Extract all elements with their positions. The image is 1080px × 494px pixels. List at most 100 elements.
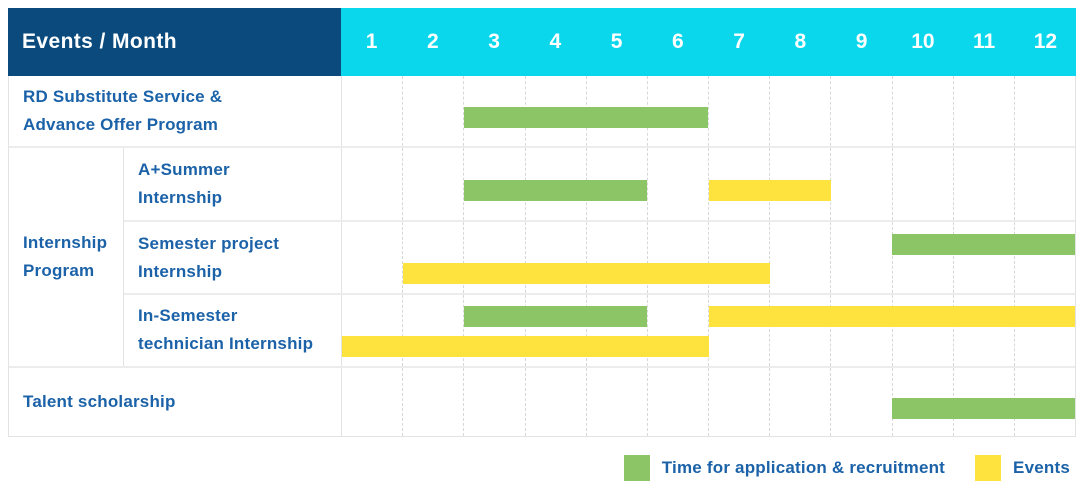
month-cell-8 <box>769 76 830 146</box>
row-label-line: Semester project <box>138 233 280 253</box>
month-header-9: 9 <box>855 30 868 53</box>
month-cell-5 <box>585 222 647 293</box>
month-cell-4 <box>524 222 586 293</box>
month-cell-4 <box>524 294 586 366</box>
month-cell-3 <box>463 368 524 436</box>
legend-label-application: Time for application & recruitment <box>661 458 946 477</box>
timeline-cell <box>342 294 1075 366</box>
month-cell-9 <box>830 294 891 366</box>
month-cell-5 <box>585 294 647 366</box>
month-cell-12 <box>1013 294 1075 366</box>
group-label-line: Program <box>23 261 95 280</box>
row-label-line: Internship <box>138 261 223 281</box>
legend-item-application: Time for application & recruitment <box>623 455 946 481</box>
gantt-bar-application-m3-m5 <box>464 306 648 328</box>
month-header-7: 7 <box>733 30 745 53</box>
month-header-10: 10 <box>911 30 935 53</box>
month-header-2: 2 <box>427 30 439 53</box>
month-cell-11 <box>952 148 1014 221</box>
a-summer-internship-label: A+Summer Internship <box>124 148 342 221</box>
month-cell-12 <box>1013 222 1075 293</box>
events-month-header-cell: Events / Month <box>8 8 341 76</box>
month-cell-7 <box>708 368 769 436</box>
month-cell-9 <box>830 368 891 436</box>
gantt-table: Events / Month 1 2 3 4 5 6 7 8 9 10 11 12 RD Substi… <box>8 8 1076 437</box>
month-cell-10 <box>891 76 953 146</box>
rd-substitute-service-label: RD Substitute Service & Advance Offer Pr… <box>9 76 342 146</box>
row-label-line: technician Internship <box>138 334 314 354</box>
month-cell-8 <box>769 294 830 366</box>
group-label-line: Internship <box>23 233 108 252</box>
month-cell-8 <box>769 222 830 293</box>
internship-program-group-label: Internship Program <box>9 148 124 366</box>
month-cell-1 <box>342 222 402 292</box>
timeline-cell <box>342 148 1075 221</box>
month-cell-3 <box>463 148 524 221</box>
timeline-cell <box>342 76 1075 146</box>
gantt-bar-application-m10-m12 <box>891 397 1075 419</box>
legend-label-event: Events <box>1013 458 1070 477</box>
semester-project-internship-row: Semester project Internship <box>124 220 1075 293</box>
legend-item-event: Events <box>975 455 1070 481</box>
month-cell-6 <box>646 368 708 436</box>
row-label-line: Talent scholarship <box>23 392 176 411</box>
month-cell-2 <box>402 148 463 221</box>
legend-swatch-application <box>623 455 650 481</box>
month-cell-7 <box>708 294 769 366</box>
row-label-line: Internship <box>138 188 223 208</box>
month-header-1: 1 <box>365 30 378 53</box>
month-cell-6 <box>646 222 708 293</box>
month-cell-9 <box>830 76 891 146</box>
month-cell-6 <box>646 148 708 221</box>
legend: Time for application & recruitment Events <box>623 452 1070 484</box>
row-label-line: In-Semester <box>138 306 238 326</box>
month-header-6: 6 <box>672 30 684 53</box>
gantt-bar-application-m3-m6 <box>464 106 709 128</box>
month-cell-9 <box>830 222 891 293</box>
month-cell-3 <box>463 294 524 366</box>
gantt-body: RD Substitute Service & Advance Offer Pr… <box>8 76 1076 437</box>
row-label-line: RD Substitute Service & <box>23 87 223 106</box>
in-semester-technician-internship-label: In-Semester technician Internship <box>124 294 342 366</box>
month-cell-1 <box>342 368 402 436</box>
month-cell-9 <box>830 148 891 221</box>
month-header-11: 11 <box>973 30 996 53</box>
month-cell-12 <box>1013 76 1075 146</box>
month-cell-11 <box>952 294 1014 366</box>
chart-title: Events / Month <box>22 30 177 53</box>
month-cell-1 <box>342 148 402 220</box>
gantt-bar-application-m3-m5 <box>464 179 648 201</box>
month-cell-5 <box>585 368 647 436</box>
row-label-line: Advance Offer Program <box>23 115 219 134</box>
header-row: Events / Month 1 2 3 4 5 6 7 8 9 10 11 12 <box>8 8 1076 76</box>
month-cell-7 <box>708 222 769 293</box>
month-header-5: 5 <box>610 30 623 53</box>
month-cell-6 <box>646 294 708 366</box>
a-summer-internship-row: A+Summer Internship <box>124 148 1075 221</box>
timeline-cell <box>342 368 1075 436</box>
month-cell-3 <box>463 222 524 293</box>
month-cell-2 <box>402 368 463 436</box>
gantt-bar-event-m2-m7 <box>403 263 770 285</box>
month-cell-4 <box>524 368 586 436</box>
month-cell-10 <box>891 294 953 366</box>
month-cell-11 <box>952 76 1014 146</box>
month-cell-2 <box>402 222 463 293</box>
month-cell-3 <box>463 76 524 146</box>
gantt-bar-application-m10-m12 <box>891 233 1075 255</box>
in-semester-technician-internship-row: In-Semester technician Internship <box>124 292 1075 366</box>
month-header-strip: 1 2 3 4 5 6 7 8 9 10 11 12 <box>341 8 1076 76</box>
month-cell-2 <box>402 76 463 146</box>
legend-swatch-event <box>975 455 1002 481</box>
gantt-bar-event-m7-m12 <box>708 306 1075 328</box>
rd-substitute-service-row: RD Substitute Service & Advance Offer Pr… <box>9 76 1075 146</box>
talent-scholarship-label: Talent scholarship <box>9 368 342 436</box>
month-cell-1 <box>342 76 402 146</box>
month-cell-7 <box>708 76 769 146</box>
semester-project-internship-label: Semester project Internship <box>124 222 342 293</box>
internship-program-sub-rows: A+Summer Internship Semester project Int… <box>124 148 1075 366</box>
month-header-4: 4 <box>549 30 562 53</box>
gantt-bar-event-m7-m8 <box>708 179 831 201</box>
month-cell-10 <box>891 222 953 293</box>
